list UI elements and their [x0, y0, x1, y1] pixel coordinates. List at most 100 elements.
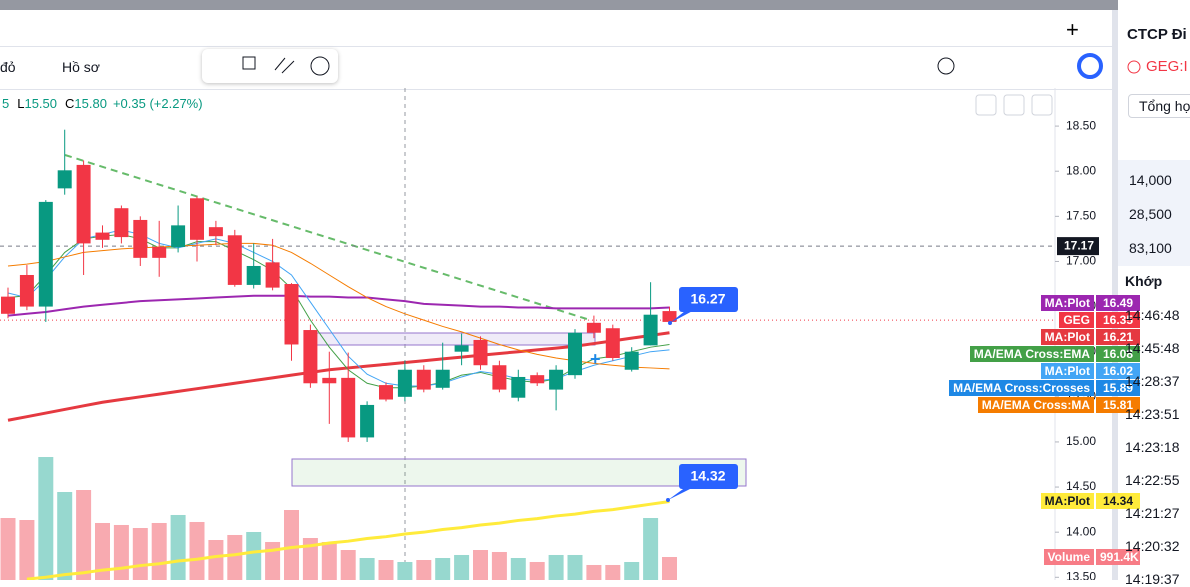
button[interactable] [1031, 94, 1053, 116]
price-label-value: 16.35 [1096, 312, 1140, 328]
candle-body [568, 332, 582, 376]
volume-bar [208, 540, 224, 580]
y-tick-label: 13.50 [1066, 569, 1096, 580]
volume-bar [284, 510, 299, 580]
candle-body [530, 375, 545, 384]
time-cell: 14:22:55 [1125, 472, 1180, 488]
candle-body [19, 274, 34, 307]
price-label-value: 16.49 [1096, 295, 1140, 311]
toolbar-icon[interactable] [310, 56, 330, 76]
toolbar: đỏ Hồ sơ [0, 46, 1112, 90]
price-label-value: 16.21 [1096, 329, 1140, 345]
price-label-value: 16.02 [1096, 363, 1140, 379]
candle-body [454, 345, 469, 352]
toolbar-icons[interactable] [242, 56, 295, 74]
volume-bar [0, 518, 16, 580]
price-label-value: 15.81 [1096, 397, 1140, 413]
volume-bar [38, 457, 54, 580]
volume-bar [113, 524, 129, 580]
drawing-toolbar [202, 49, 338, 83]
price-label-name: MA:Plot [1040, 329, 1094, 345]
candle-body [133, 219, 148, 258]
callout-anchor [668, 321, 672, 325]
price-label-name: MA:Plot [1040, 363, 1094, 379]
volume-bar [473, 550, 488, 580]
logo[interactable] [1077, 53, 1103, 79]
price-label-name: MA/EMA Cross:MA [977, 397, 1094, 413]
y-tick-label: 17.50 [1066, 209, 1096, 223]
candle-body [227, 235, 242, 285]
price-label-value: 16.08 [1096, 346, 1140, 362]
button[interactable] [1003, 94, 1025, 116]
volume-bar [491, 551, 507, 580]
y-tick-label: 15.00 [1066, 434, 1096, 448]
volume-bar [643, 518, 659, 580]
crosshair-label: 17.17 [1064, 238, 1094, 252]
price-label-name: MA/EMA Cross:EMA [969, 346, 1094, 362]
candle-body [511, 376, 526, 398]
price-label: MA/EMA Cross:EMA 16.08 [969, 346, 1140, 362]
volume-bar [246, 531, 262, 580]
candle-body [322, 377, 337, 384]
indicator-line [7, 331, 670, 422]
price-cell: 28,500 [1129, 206, 1172, 222]
price-label: MA:Plot 16.02 [1040, 363, 1140, 379]
time-cell: 14:19:37 [1125, 571, 1180, 587]
price-label: MA:Plot 16.21 [1040, 329, 1140, 345]
time-cell: 14:23:18 [1125, 439, 1180, 455]
candle-body [662, 311, 677, 322]
price-label-name: MA:Plot [1040, 493, 1094, 509]
candle-body [38, 201, 53, 307]
candle-body [341, 377, 356, 438]
volume-bar [359, 558, 375, 580]
symbol[interactable]: GEG:I [1146, 58, 1188, 75]
price-label: MA/EMA Cross:MA 15.81 [977, 397, 1140, 413]
tab-button[interactable]: Tổng họ [1128, 94, 1190, 118]
volume-bar [586, 564, 602, 580]
price-label-name: Volume [1043, 549, 1094, 565]
candle-body [208, 227, 223, 237]
add-icon[interactable]: + [1066, 17, 1079, 42]
price-block [1118, 160, 1190, 266]
volume-bar [548, 554, 564, 580]
volume-bar [662, 556, 677, 580]
indicator-line [26, 500, 670, 580]
volume-bar [321, 541, 337, 580]
candle-body [643, 314, 658, 346]
candle-body [605, 328, 620, 359]
time-cell: 14:20:32 [1125, 538, 1180, 554]
volume-bar [151, 522, 167, 580]
time-cell: 14:45:48 [1125, 340, 1180, 356]
button[interactable] [975, 94, 997, 116]
rectangle [314, 332, 596, 346]
candle-body [435, 369, 450, 388]
indicator-line [7, 242, 670, 370]
legend: 5 L15.50 C15.80 +0.35 (+2.27%) [2, 96, 203, 111]
candle-body [76, 164, 91, 244]
toolbar-item[interactable]: đỏ [0, 59, 16, 75]
toolbar-item[interactable]: Hồ sơ [62, 59, 100, 75]
candle-body [152, 247, 167, 258]
y-tick-label: 14.00 [1066, 524, 1096, 538]
volume-bar [397, 561, 413, 580]
candle-body [171, 225, 186, 248]
candle-body [95, 232, 110, 240]
volume-bar [19, 520, 35, 580]
time-cell: 14:23:51 [1125, 406, 1180, 422]
volume-bar [76, 490, 92, 580]
indicator-line [7, 294, 670, 317]
price-label-value: 15.89 [1096, 380, 1140, 396]
volume-bar [529, 561, 545, 580]
price-label: MA:Plot 16.49 [1040, 295, 1140, 311]
candle-body [416, 369, 431, 390]
volume-bar [378, 560, 394, 580]
volume-bar [340, 550, 356, 580]
time-cell: 14:21:27 [1125, 505, 1180, 521]
price-cell: 83,100 [1129, 240, 1172, 256]
settings-icon[interactable] [937, 57, 955, 75]
volume-bar [170, 514, 186, 580]
candle-body [57, 170, 72, 189]
candle-body [360, 404, 375, 438]
